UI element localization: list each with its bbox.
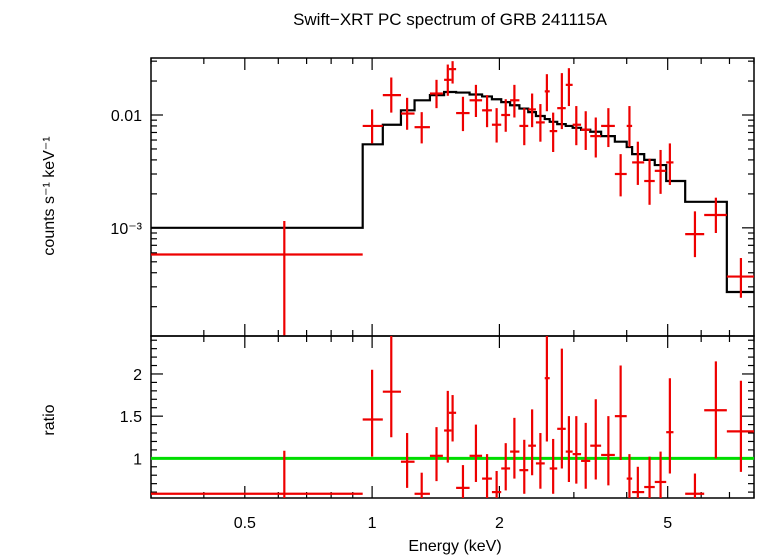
data-point xyxy=(482,95,492,128)
ratio-point xyxy=(528,409,536,476)
ratio-point xyxy=(400,433,415,488)
spectrum-panel: 0.01 10⁻³ xyxy=(110,57,755,337)
y-tick-label: 1.5 xyxy=(120,409,142,426)
data-point xyxy=(528,93,536,128)
ratio-point xyxy=(666,378,674,474)
data-point xyxy=(626,106,633,148)
ratio-point xyxy=(726,380,754,472)
y-tick-label: 1 xyxy=(133,451,142,468)
data-point xyxy=(704,197,727,233)
data-point xyxy=(362,109,383,144)
ratio-point xyxy=(544,336,550,442)
data-point xyxy=(614,154,627,197)
data-point xyxy=(572,106,582,146)
x-tick-label: 5 xyxy=(663,515,672,532)
x-tick-label: 2 xyxy=(495,515,504,532)
data-point xyxy=(444,64,452,96)
data-point xyxy=(491,108,502,143)
data-point xyxy=(469,84,483,117)
model-step-line xyxy=(151,90,754,294)
ratio-point xyxy=(565,416,573,482)
data-point xyxy=(382,77,401,113)
ratio-point xyxy=(685,473,705,498)
ratio-point xyxy=(572,416,582,484)
ratio-point xyxy=(444,390,452,463)
data-point xyxy=(535,104,545,142)
ratio-frame xyxy=(150,335,755,499)
ratio-point xyxy=(429,427,443,482)
data-point xyxy=(581,111,591,150)
spectrum-y-axis-label: counts s⁻¹ keV⁻¹ xyxy=(41,136,58,255)
data-point xyxy=(565,68,573,107)
data-point xyxy=(644,158,655,205)
data-point xyxy=(654,149,667,194)
ratio-point xyxy=(151,450,363,498)
data-point xyxy=(601,108,615,148)
ratio-point xyxy=(549,438,558,494)
data-point xyxy=(429,79,443,109)
data-point xyxy=(456,96,470,132)
ratio-point xyxy=(456,465,470,498)
ratio-point xyxy=(557,348,566,469)
ratio-panel: 0.5 1 2 5 1 1.5 2 xyxy=(120,335,755,532)
ratio-point xyxy=(414,472,430,498)
ratio-point xyxy=(581,422,591,489)
data-point xyxy=(557,73,566,130)
ratio-point xyxy=(449,395,457,442)
ratio-point xyxy=(590,399,602,480)
ratio-point xyxy=(469,424,483,482)
ratio-point xyxy=(362,369,383,457)
ratio-point xyxy=(632,466,645,498)
data-point xyxy=(666,143,674,185)
data-point xyxy=(501,99,511,132)
data-point xyxy=(726,258,754,298)
ratio-y-axis-label: ratio xyxy=(41,404,58,435)
data-point xyxy=(414,112,430,144)
y-tick-label: 0.01 xyxy=(111,108,142,125)
ratio-point xyxy=(491,471,502,498)
ratio-point xyxy=(704,361,727,459)
y-tick-label: 2 xyxy=(133,367,142,384)
ratio-point xyxy=(601,416,615,486)
data-point xyxy=(632,141,645,185)
y-tick-label: 10⁻³ xyxy=(110,221,142,238)
data-point xyxy=(151,220,363,336)
x-tick-label: 1 xyxy=(368,515,377,532)
ratio-point xyxy=(626,454,633,498)
x-axis-label: Energy (keV) xyxy=(408,538,501,555)
ratio-point xyxy=(482,454,492,498)
data-point xyxy=(549,112,558,152)
ratio-point xyxy=(654,451,667,498)
data-point xyxy=(519,108,529,146)
x-tick-label: 0.5 xyxy=(234,515,256,532)
chart-title: Swift−XRT PC spectrum of GRB 241115A xyxy=(293,10,608,29)
ratio-point xyxy=(614,365,627,461)
ratio-point xyxy=(382,336,401,438)
data-point xyxy=(590,117,602,158)
data-point xyxy=(449,61,457,84)
ratio-point xyxy=(510,417,520,479)
data-point xyxy=(544,74,550,112)
spectrum-frame xyxy=(150,57,755,337)
data-point xyxy=(685,211,705,258)
ratio-point xyxy=(644,456,655,498)
data-point xyxy=(510,84,520,118)
ratio-point xyxy=(535,433,545,489)
ratio-point xyxy=(501,443,511,491)
ratio-point xyxy=(519,439,529,494)
data-point xyxy=(400,97,415,130)
